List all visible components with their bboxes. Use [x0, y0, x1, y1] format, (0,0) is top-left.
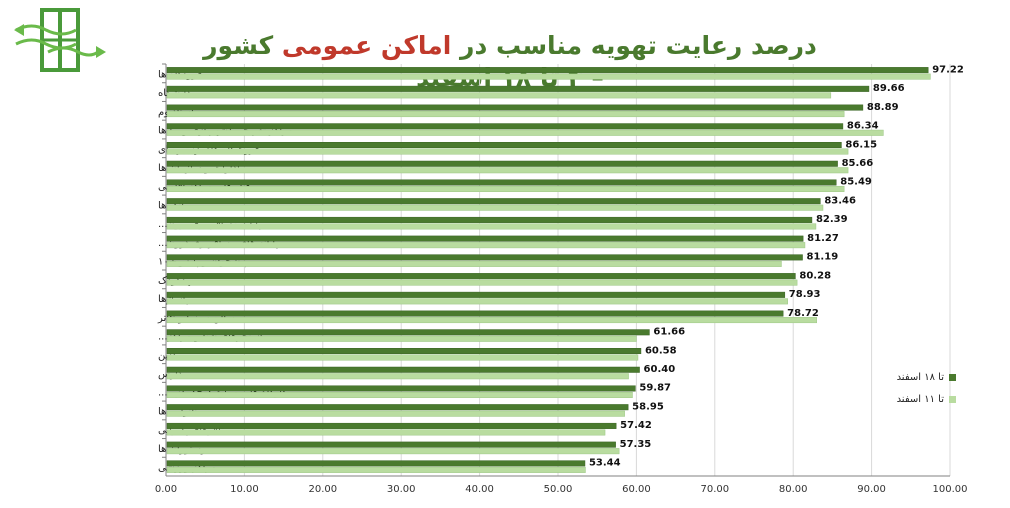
bar-series-2 — [166, 148, 849, 155]
data-label: 86.15 — [845, 139, 877, 150]
bar-series-1 — [166, 67, 929, 74]
x-tick-label: 0.00 — [155, 484, 177, 495]
bar-series-1 — [166, 85, 870, 92]
data-label: 81.27 — [807, 233, 839, 244]
title-part-1: درصد رعایت تهویه مناسب در — [451, 31, 817, 60]
data-label: 85.49 — [840, 177, 872, 188]
data-label: 58.95 — [632, 401, 664, 412]
data-label: 85.66 — [842, 158, 874, 169]
data-label: 61.66 — [653, 327, 685, 338]
bar-series-2 — [166, 260, 782, 267]
bar-series-2 — [166, 167, 849, 174]
data-label: 80.28 — [799, 270, 831, 281]
bar-series-1 — [166, 179, 837, 186]
x-tick-label: 10.00 — [230, 484, 259, 495]
bar-series-2 — [166, 317, 817, 324]
data-label: 53.44 — [589, 458, 621, 469]
data-label: 81.19 — [807, 252, 839, 263]
bar-series-1 — [166, 348, 642, 355]
data-label: 59.87 — [639, 383, 671, 394]
bar-series-1 — [166, 216, 813, 223]
bar-series-2 — [166, 242, 806, 249]
bar-series-2 — [166, 223, 817, 230]
bar-series-2 — [166, 466, 586, 473]
data-label: 78.72 — [787, 308, 819, 319]
bar-series-1 — [166, 123, 844, 130]
data-label: 97.22 — [932, 64, 964, 75]
bar-series-2 — [166, 279, 798, 286]
bar-series-2 — [166, 373, 629, 380]
legend-label-series-2: تا ۱۱ اسفند — [896, 393, 944, 405]
data-label: 83.46 — [824, 195, 856, 206]
data-label: 82.39 — [816, 214, 848, 225]
bar-series-1 — [166, 329, 650, 336]
x-tick-label: 20.00 — [308, 484, 337, 495]
bar-series-1 — [166, 235, 804, 242]
x-tick-label: 60.00 — [622, 484, 651, 495]
bar-series-2 — [166, 429, 606, 436]
bar-series-1 — [166, 160, 838, 167]
bar-series-2 — [166, 298, 788, 305]
legend-item-series-2: تا ۱۱ اسفند — [876, 388, 956, 410]
bar-series-2 — [166, 448, 620, 455]
bar-series-2 — [166, 335, 637, 342]
bar-series-1 — [166, 385, 636, 392]
legend-label-series-1: تا ۱۸ اسفند — [896, 371, 944, 383]
chart-legend: تا ۱۸ اسفند تا ۱۱ اسفند — [876, 366, 956, 410]
bar-series-1 — [166, 142, 842, 149]
data-label: 89.66 — [873, 83, 905, 94]
bar-series-1 — [166, 422, 617, 429]
bar-series-1 — [166, 460, 586, 467]
x-tick-label: 30.00 — [387, 484, 416, 495]
bar-series-2 — [166, 410, 625, 417]
x-tick-label: 70.00 — [700, 484, 729, 495]
x-tick-label: 40.00 — [465, 484, 494, 495]
legend-item-series-1: تا ۱۸ اسفند — [876, 366, 956, 388]
bar-series-1 — [166, 404, 629, 411]
bar-series-2 — [166, 391, 633, 398]
bar-series-1 — [166, 104, 864, 111]
x-tick-label: 100.00 — [933, 484, 968, 495]
title-part-2: اماکن عمومی — [281, 31, 452, 60]
bar-series-1 — [166, 291, 786, 298]
x-tick-label: 90.00 — [857, 484, 886, 495]
bar-series-1 — [166, 254, 803, 261]
x-tick-label: 50.00 — [544, 484, 573, 495]
data-label: 57.42 — [620, 420, 652, 431]
x-tick-label: 80.00 — [779, 484, 808, 495]
data-label: 86.34 — [847, 121, 879, 132]
bar-series-1 — [166, 366, 640, 373]
bar-series-2 — [166, 129, 884, 136]
data-label: 78.93 — [789, 289, 821, 300]
bar-series-2 — [166, 111, 845, 118]
bar-series-1 — [166, 198, 821, 205]
legend-swatch-dark — [949, 373, 956, 381]
bar-series-1 — [166, 310, 784, 317]
data-label: 88.89 — [867, 102, 899, 113]
bar-series-2 — [166, 73, 931, 80]
bar-series-2 — [166, 204, 824, 211]
bar-series-2 — [166, 185, 845, 192]
bar-series-2 — [166, 354, 639, 361]
bar-series-1 — [166, 441, 616, 448]
bar-series-2 — [166, 92, 832, 99]
data-label: 60.58 — [645, 345, 677, 356]
legend-swatch-light — [949, 395, 956, 403]
ventilation-logo-icon — [14, 8, 106, 72]
data-label: 57.35 — [620, 439, 652, 450]
data-label: 60.40 — [644, 364, 676, 375]
bar-series-1 — [166, 273, 796, 280]
